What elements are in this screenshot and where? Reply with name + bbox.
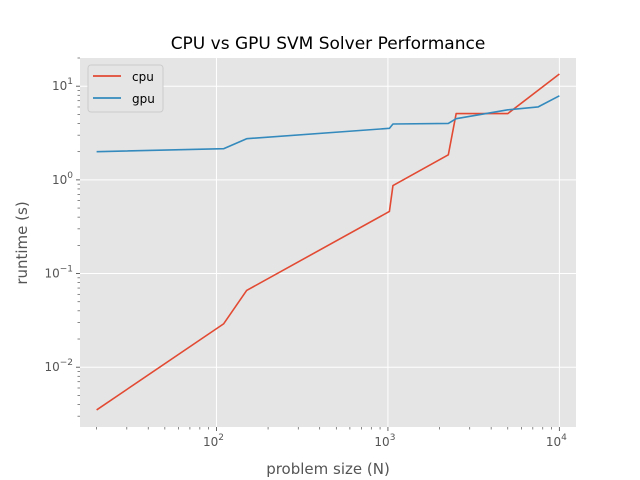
y-tick-label: 100 (52, 171, 73, 187)
y-tick-exponent: −2 (60, 358, 73, 368)
y-tick-label: 10−2 (44, 358, 73, 374)
series-lines (96, 73, 560, 411)
legend: cpu gpu (87, 64, 164, 113)
legend-label-cpu: cpu (132, 70, 154, 84)
x-tick-label: 104 (546, 433, 567, 449)
legend-label-gpu: gpu (132, 92, 155, 106)
y-tick-exponent: −1 (60, 265, 73, 275)
chart-title: CPU vs GPU SVM Solver Performance (171, 34, 486, 54)
y-tick-exponent: 0 (67, 171, 73, 181)
minor-ticks (77, 57, 552, 430)
x-tick-exponent: 4 (561, 433, 567, 443)
x-tick-exponent: 3 (390, 433, 396, 443)
grid-lines (80, 58, 576, 427)
y-tick-exponent: 1 (67, 77, 73, 87)
x-axis-ticks: 102 103 104 (203, 427, 567, 449)
x-axis-label: problem size (N) (266, 460, 390, 478)
y-tick-label: 101 (52, 77, 73, 93)
x-tick-label: 103 (374, 433, 395, 449)
series-line-cpu (96, 73, 560, 411)
y-tick-label: 10−1 (44, 265, 73, 281)
x-tick-label: 102 (203, 433, 224, 449)
series-line-gpu (96, 95, 560, 153)
x-tick-exponent: 2 (218, 433, 224, 443)
y-axis-label: runtime (s) (13, 201, 31, 284)
